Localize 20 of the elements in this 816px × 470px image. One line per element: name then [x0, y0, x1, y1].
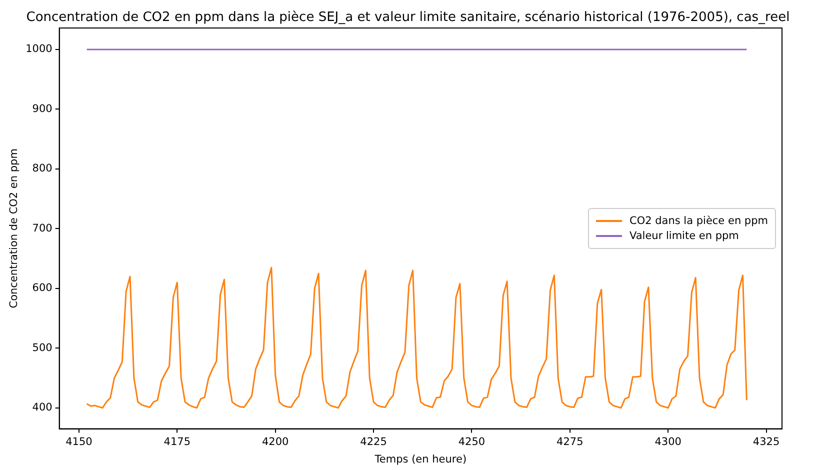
y-tick-label: 500 [32, 342, 52, 354]
y-tick-label: 400 [32, 402, 52, 414]
legend-label: Valeur limite en ppm [630, 230, 739, 242]
x-tick-label: 4150 [66, 436, 92, 448]
x-tick-label: 4325 [752, 436, 780, 448]
y-tick-label: 1000 [26, 43, 52, 56]
chart-title: Concentration de CO2 en ppm dans la pièce SEJ_a et valeur limite sanitaire, scénario historical (1976-2005), cas_reel [25, 10, 791, 25]
y-tick-label: 600 [32, 282, 52, 294]
y-axis-title: Concentration de CO2 en ppm [8, 148, 20, 308]
x-tick-label: 4225 [360, 436, 387, 448]
x-tick-label: 4200 [262, 436, 289, 448]
x-tick-label: 4175 [164, 436, 191, 448]
y-tick-label: 800 [32, 162, 52, 175]
x-tick-label: 4250 [458, 436, 486, 448]
x-tick-label: 4275 [556, 436, 584, 448]
x-axis-title: Temps (en heure) [374, 453, 467, 466]
x-tick-label: 4300 [654, 436, 682, 448]
legend-label: CO2 dans la pièce en ppm [630, 214, 768, 227]
y-tick-label: 700 [32, 222, 52, 234]
y-tick-label: 900 [32, 102, 52, 115]
